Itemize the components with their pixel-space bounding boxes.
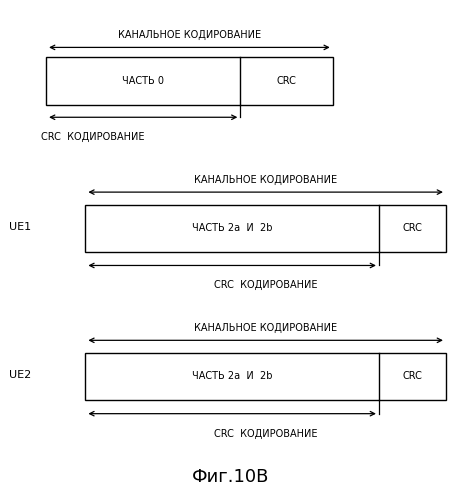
Text: CRC: CRC (402, 371, 422, 382)
Text: КАНАЛЬНОЕ КОДИРОВАНИЕ: КАНАЛЬНОЕ КОДИРОВАНИЕ (194, 175, 337, 185)
Text: ЧАСТЬ 2a  И  2b: ЧАСТЬ 2a И 2b (192, 371, 273, 382)
Text: CRC: CRC (276, 76, 297, 86)
Text: CRC  КОДИРОВАНИЕ: CRC КОДИРОВАНИЕ (214, 280, 317, 290)
Text: CRC: CRC (402, 223, 422, 234)
Bar (46, 57, 333, 105)
Text: UE2: UE2 (9, 370, 31, 380)
Bar (85, 205, 446, 252)
Text: Фиг.10В: Фиг.10В (192, 468, 270, 486)
Text: UE1: UE1 (9, 222, 31, 232)
Text: CRC  КОДИРОВАНИЕ: CRC КОДИРОВАНИЕ (41, 132, 144, 142)
Text: ЧАСТЬ 0: ЧАСТЬ 0 (122, 76, 164, 86)
Text: КАНАЛЬНОЕ КОДИРОВАНИЕ: КАНАЛЬНОЕ КОДИРОВАНИЕ (118, 30, 261, 40)
Text: ЧАСТЬ 2a  И  2b: ЧАСТЬ 2a И 2b (192, 223, 273, 234)
Text: КАНАЛЬНОЕ КОДИРОВАНИЕ: КАНАЛЬНОЕ КОДИРОВАНИЕ (194, 323, 337, 333)
Bar (85, 353, 446, 400)
Text: CRC  КОДИРОВАНИЕ: CRC КОДИРОВАНИЕ (214, 429, 317, 439)
